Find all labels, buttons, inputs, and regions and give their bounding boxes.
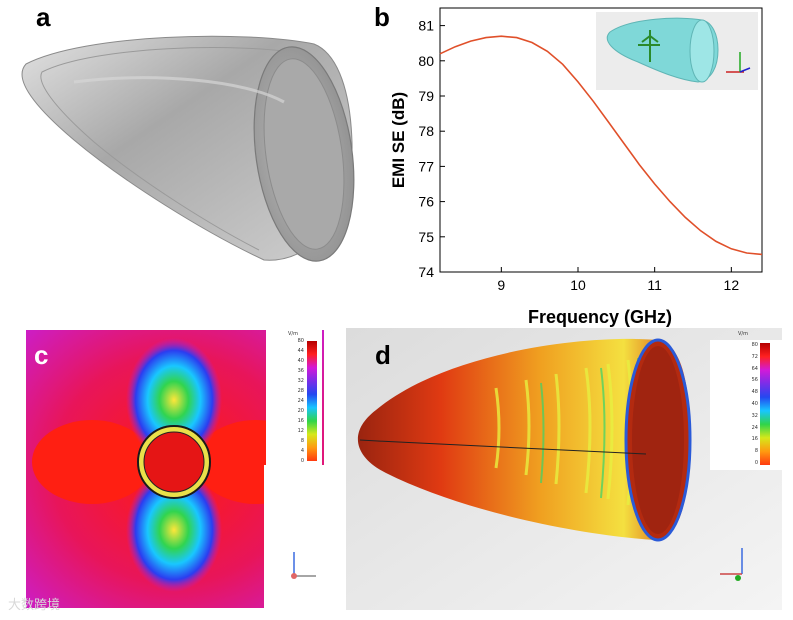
colorbar-d-unit: V/m: [738, 331, 748, 337]
y-tick-label: 76: [418, 194, 434, 210]
colorbar-tick-label: 0: [754, 460, 758, 466]
colorbar-c-unit: V/m: [288, 331, 298, 337]
panel-c-field-map: [26, 330, 324, 608]
colorbar-tick-label: 32: [751, 412, 758, 419]
colorbar-tick-label: 32: [297, 378, 304, 384]
x-tick-label: 10: [570, 277, 586, 293]
inset-model-render: [596, 12, 758, 90]
x-axis-label: Frequency (GHz): [528, 307, 672, 327]
x-tick-label: 11: [647, 277, 662, 293]
colorbar-c-gradient: [307, 341, 317, 461]
y-tick-label: 80: [418, 53, 434, 69]
panel-a-label: a: [36, 2, 51, 32]
axis-triad-d: [720, 548, 743, 581]
x-tick-label: 9: [497, 277, 505, 293]
y-axis-label: EMI SE (dB): [389, 92, 408, 188]
x-tick-label: 12: [724, 277, 740, 293]
colorbar-tick-label: 56: [751, 377, 758, 384]
colorbar-tick-label: 64: [751, 365, 758, 372]
colorbar-tick-label: 72: [751, 353, 758, 360]
axis-triad-c: [291, 552, 316, 579]
colorbar-tick-label: 28: [297, 388, 304, 394]
y-tick-label: 81: [418, 18, 434, 34]
watermark: 大数跨境: [8, 598, 61, 613]
y-tick-label: 75: [418, 229, 434, 245]
colorbar-tick-label: 40: [751, 401, 758, 407]
colorbar-tick-label: 0: [300, 458, 304, 464]
colorbar-tick-label: 40: [297, 358, 304, 364]
colorbar-tick-label: 80: [751, 342, 758, 348]
series-line-emi-se: [439, 35, 763, 256]
colorbar-tick-label: 44: [297, 348, 304, 354]
panel-c-label: c: [34, 340, 49, 370]
colorbar-tick-label: 36: [297, 368, 304, 374]
colorbar-c-ticks: 80 44 40 36 32 28 24 20 16 12 8 4 0: [284, 338, 304, 464]
colorbar-tick-label: 12: [297, 428, 304, 434]
colorbar-tick-label: 8: [754, 448, 758, 455]
y-tick-label: 78: [418, 123, 434, 139]
colorbar-tick-label: 8: [300, 438, 304, 444]
panel-b-label: b: [374, 2, 390, 32]
colorbar-tick-label: 16: [751, 436, 758, 443]
emi-se-chart: 74 75 76 77 78 79 80 81 9 10 11 12 EMI SE (dB) Fre…: [389, 7, 763, 327]
y-tick-label: 77: [418, 158, 434, 174]
colorbar-tick-label: 24: [751, 424, 758, 431]
colorbar-tick-label: 48: [751, 389, 758, 396]
panel-d-surface-render: [346, 328, 782, 610]
colorbar-tick-label: 20: [297, 408, 304, 414]
colorbar-tick-label: 4: [300, 448, 304, 454]
y-tick-label: 79: [418, 88, 434, 104]
colorbar-d-ticks: 80 72 64 56 48 40 32 24 16 8 0: [738, 342, 758, 466]
colorbar-d-gradient: [760, 343, 770, 465]
colorbar-tick-label: 24: [297, 398, 304, 404]
colorbar-tick-label: 16: [297, 418, 304, 424]
y-tick-label: 74: [418, 264, 434, 280]
panel-d-label: d: [375, 340, 391, 370]
colorbar-tick-label: 80: [297, 338, 304, 344]
panel-a-shell-render: [21, 35, 355, 262]
